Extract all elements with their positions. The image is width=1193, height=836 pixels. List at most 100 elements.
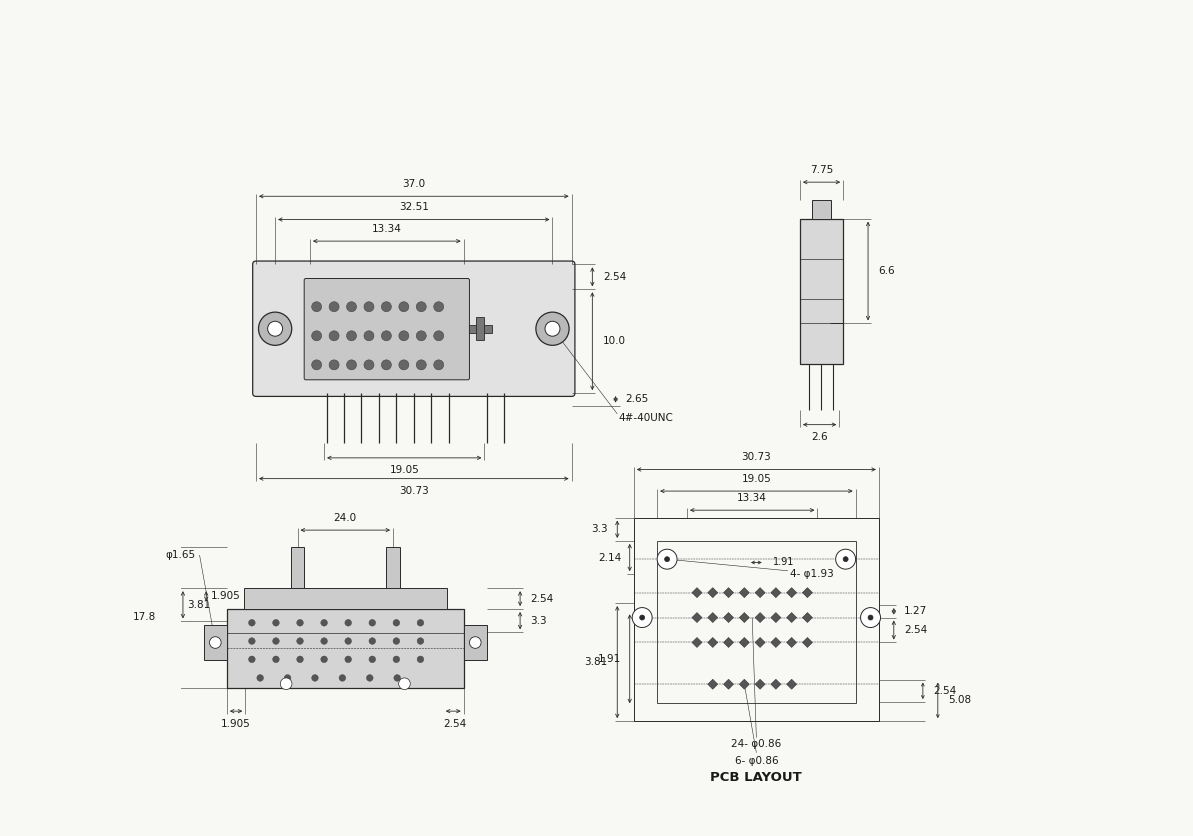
Circle shape	[311, 675, 319, 681]
Text: 2.54: 2.54	[444, 720, 466, 730]
Circle shape	[418, 619, 424, 626]
Text: PCB LAYOUT: PCB LAYOUT	[711, 771, 802, 784]
Circle shape	[392, 619, 400, 626]
Circle shape	[284, 675, 291, 681]
Circle shape	[273, 638, 279, 645]
Circle shape	[329, 359, 339, 370]
Circle shape	[311, 359, 322, 370]
Circle shape	[398, 302, 409, 312]
Circle shape	[418, 638, 424, 645]
Circle shape	[434, 359, 444, 370]
Polygon shape	[707, 613, 718, 623]
Bar	[812, 201, 830, 219]
Polygon shape	[740, 588, 749, 598]
Text: 5.08: 5.08	[947, 696, 971, 706]
Circle shape	[210, 637, 221, 649]
Circle shape	[860, 608, 880, 628]
Circle shape	[398, 678, 410, 690]
Polygon shape	[740, 680, 749, 689]
Circle shape	[345, 656, 352, 663]
Polygon shape	[771, 613, 781, 623]
Polygon shape	[771, 680, 781, 689]
Circle shape	[256, 675, 264, 681]
Circle shape	[392, 638, 400, 645]
Circle shape	[248, 638, 255, 645]
Polygon shape	[724, 613, 734, 623]
Polygon shape	[692, 638, 701, 647]
Text: 1.91: 1.91	[598, 654, 622, 664]
Circle shape	[248, 656, 255, 663]
Polygon shape	[786, 588, 797, 598]
Circle shape	[418, 656, 424, 663]
Text: 2.14: 2.14	[598, 553, 622, 563]
Polygon shape	[740, 638, 749, 647]
Bar	[469, 325, 492, 333]
Circle shape	[297, 638, 303, 645]
Circle shape	[321, 619, 327, 626]
Text: 7.75: 7.75	[810, 165, 833, 175]
Circle shape	[364, 331, 373, 341]
Circle shape	[346, 359, 357, 370]
Circle shape	[273, 656, 279, 663]
Circle shape	[297, 656, 303, 663]
Polygon shape	[740, 613, 749, 623]
Text: 32.51: 32.51	[398, 202, 428, 212]
Bar	[243, 589, 447, 609]
Text: 2.54: 2.54	[933, 686, 956, 696]
Circle shape	[434, 331, 444, 341]
Circle shape	[248, 619, 255, 626]
Circle shape	[632, 608, 653, 628]
Circle shape	[321, 638, 327, 645]
Polygon shape	[707, 638, 718, 647]
Polygon shape	[786, 638, 797, 647]
Text: 6- φ0.86: 6- φ0.86	[735, 756, 778, 766]
Text: 2.65: 2.65	[625, 395, 649, 405]
Text: 2.54: 2.54	[904, 625, 927, 635]
Polygon shape	[755, 588, 765, 598]
Text: φ1.65: φ1.65	[166, 550, 196, 560]
Polygon shape	[724, 588, 734, 598]
Circle shape	[280, 678, 292, 690]
Text: 30.73: 30.73	[398, 486, 428, 496]
Circle shape	[392, 656, 400, 663]
Polygon shape	[755, 613, 765, 623]
Text: 13.34: 13.34	[372, 224, 402, 233]
Polygon shape	[707, 588, 718, 598]
Text: 2.54: 2.54	[530, 594, 554, 604]
Circle shape	[869, 615, 873, 620]
Text: 6.6: 6.6	[878, 266, 895, 276]
Polygon shape	[755, 680, 765, 689]
Text: 24.0: 24.0	[334, 512, 357, 522]
Text: 30.73: 30.73	[742, 452, 771, 462]
Circle shape	[297, 619, 303, 626]
Circle shape	[369, 619, 376, 626]
Bar	[291, 547, 304, 589]
Text: 1.27: 1.27	[904, 606, 927, 616]
Circle shape	[364, 302, 373, 312]
Text: 3.3: 3.3	[530, 615, 546, 625]
Circle shape	[382, 359, 391, 370]
Circle shape	[311, 302, 322, 312]
FancyBboxPatch shape	[253, 261, 575, 396]
Text: 3.3: 3.3	[591, 524, 607, 534]
Text: 1.905: 1.905	[210, 591, 240, 601]
Circle shape	[369, 638, 376, 645]
Text: 10.0: 10.0	[604, 336, 626, 346]
Circle shape	[398, 359, 409, 370]
Circle shape	[267, 321, 283, 336]
Polygon shape	[771, 638, 781, 647]
Bar	[464, 624, 487, 660]
Polygon shape	[692, 613, 701, 623]
Text: 1.91: 1.91	[773, 558, 795, 568]
Text: 19.05: 19.05	[742, 474, 771, 483]
Circle shape	[536, 312, 569, 345]
Bar	[204, 624, 227, 660]
Circle shape	[434, 302, 444, 312]
Polygon shape	[707, 680, 718, 689]
Circle shape	[339, 675, 346, 681]
Circle shape	[345, 619, 352, 626]
Circle shape	[311, 331, 322, 341]
Text: 24- φ0.86: 24- φ0.86	[731, 739, 781, 749]
Text: 2.54: 2.54	[604, 272, 626, 282]
Polygon shape	[771, 588, 781, 598]
